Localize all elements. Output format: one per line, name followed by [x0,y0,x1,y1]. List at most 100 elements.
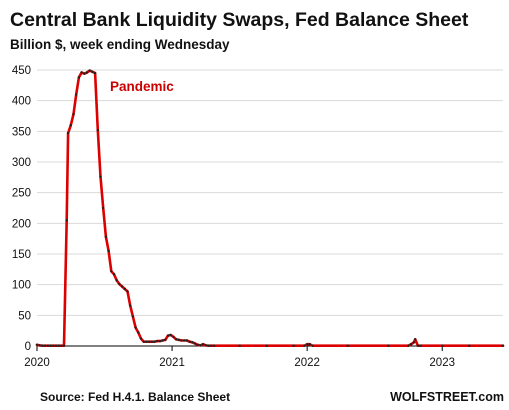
data-point [139,337,143,340]
data-point [416,344,420,347]
y-tick-label: 0 [25,341,31,353]
data-point [123,287,126,291]
data-point [174,338,178,341]
data-point [158,339,162,343]
y-axis-ticks: 0 50 100 150 200 250 300 350 400 450 [12,65,31,353]
data-point [166,334,170,337]
data-point [43,344,47,347]
data-point [303,344,306,347]
gridlines [37,69,503,316]
data-point [207,344,210,347]
data-point [201,342,205,346]
data-point [407,344,410,347]
data-point [210,344,213,347]
data-point [308,342,312,346]
data-point [126,290,129,293]
data-point [177,338,181,342]
data-point [101,206,105,210]
y-tick-label: 100 [12,280,31,292]
data-point [414,338,417,341]
data-point [134,326,137,329]
data-point [172,335,175,338]
x-tick-label: 2020 [24,357,50,369]
data-point [161,339,164,342]
data-point [180,339,183,342]
data-point [169,333,172,337]
data-point [54,344,58,347]
data-point [83,72,86,75]
data-point [46,344,50,347]
data-point [80,71,83,74]
data-point [305,342,309,346]
data-point [85,71,89,74]
data-point [183,339,186,342]
data-point [185,339,189,342]
data-point [72,112,75,116]
data-point [419,344,422,347]
data-point [112,273,116,276]
data-point [49,344,52,347]
data-point [107,249,110,253]
data-point [110,269,113,273]
data-point [115,279,118,282]
data-point [238,344,241,347]
data-point [142,340,145,343]
data-point [147,340,151,343]
data-point [99,175,102,178]
data-point [346,344,349,347]
data-point [60,344,63,347]
data-point [129,304,132,307]
data-point [104,235,108,239]
data-point [188,340,191,343]
x-axis: 2020 2021 2022 2023 [24,345,503,369]
series-group [35,69,505,348]
source-label: Source: Fed H.4.1. Balance Sheet [40,390,230,404]
data-point [265,344,268,347]
data-point [212,344,216,347]
series-line [35,69,505,348]
data-point [199,344,202,347]
data-point [501,344,505,347]
chart-subtitle: Billion $, week ending Wednesday [10,37,230,52]
chart-title: Central Bank Liquidity Swaps, Fed Balanc… [10,9,469,31]
data-point [69,124,72,127]
data-point [145,340,148,343]
data-point [409,342,413,346]
data-point [88,69,91,72]
data-point [91,70,94,74]
data-point [196,343,199,346]
y-tick-label: 350 [12,126,31,138]
data-point [137,331,140,334]
data-point [66,131,70,135]
y-tick-label: 450 [12,65,31,77]
data-point [41,344,44,347]
annotation-pandemic: Pandemic [110,79,174,94]
data-point [292,344,295,347]
data-point [193,342,197,345]
data-point [77,76,81,79]
data-point [35,343,39,346]
y-tick-label: 200 [12,218,31,230]
data-point [120,285,124,288]
data-point [150,340,154,343]
data-point [74,93,78,96]
data-point [153,340,156,343]
data-point [38,344,41,347]
y-tick-label: 50 [18,310,31,322]
x-tick-label: 2023 [429,357,455,369]
data-point [131,315,135,318]
data-point [156,339,159,343]
data-point [441,344,444,347]
data-point [412,341,416,344]
y-tick-label: 250 [12,188,31,200]
data-point [62,344,66,347]
data-point [118,282,121,286]
wolfstreet-brand: WOLFSTREET.com [390,390,504,404]
data-point [96,128,99,132]
data-point [311,344,314,347]
y-tick-label: 400 [12,96,31,108]
x-tick-label: 2022 [294,357,320,369]
data-point [386,344,390,347]
data-point [204,344,208,347]
